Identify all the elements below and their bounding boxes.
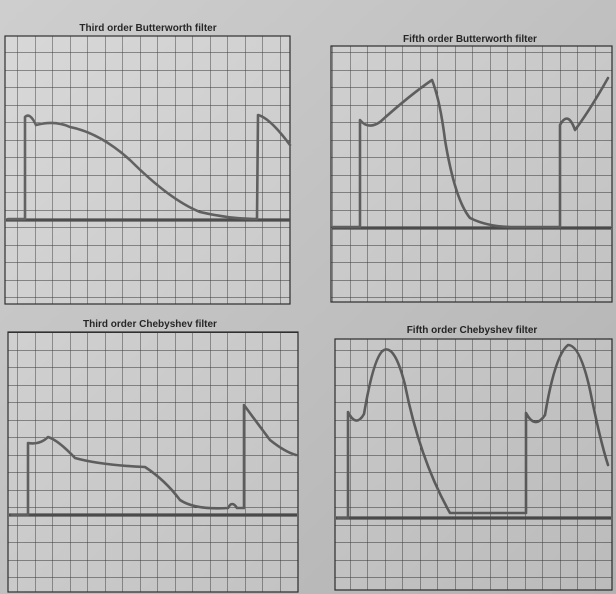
grid	[330, 45, 613, 303]
panel: Fifth order Chebyshev filter	[334, 325, 613, 591]
grid	[4, 35, 291, 305]
grid	[7, 331, 299, 593]
panel-title: Third order Chebyshev filter	[83, 319, 217, 330]
panel-title: Fifth order Butterworth filter	[403, 34, 537, 45]
panel: Third order Chebyshev filter	[7, 319, 299, 593]
panel: Third order Butterworth filter	[4, 23, 292, 305]
panel-title: Fifth order Chebyshev filter	[407, 325, 538, 336]
grid	[334, 338, 613, 591]
panel: Fifth order Butterworth filter	[330, 34, 613, 303]
panel-title: Third order Butterworth filter	[79, 23, 216, 34]
